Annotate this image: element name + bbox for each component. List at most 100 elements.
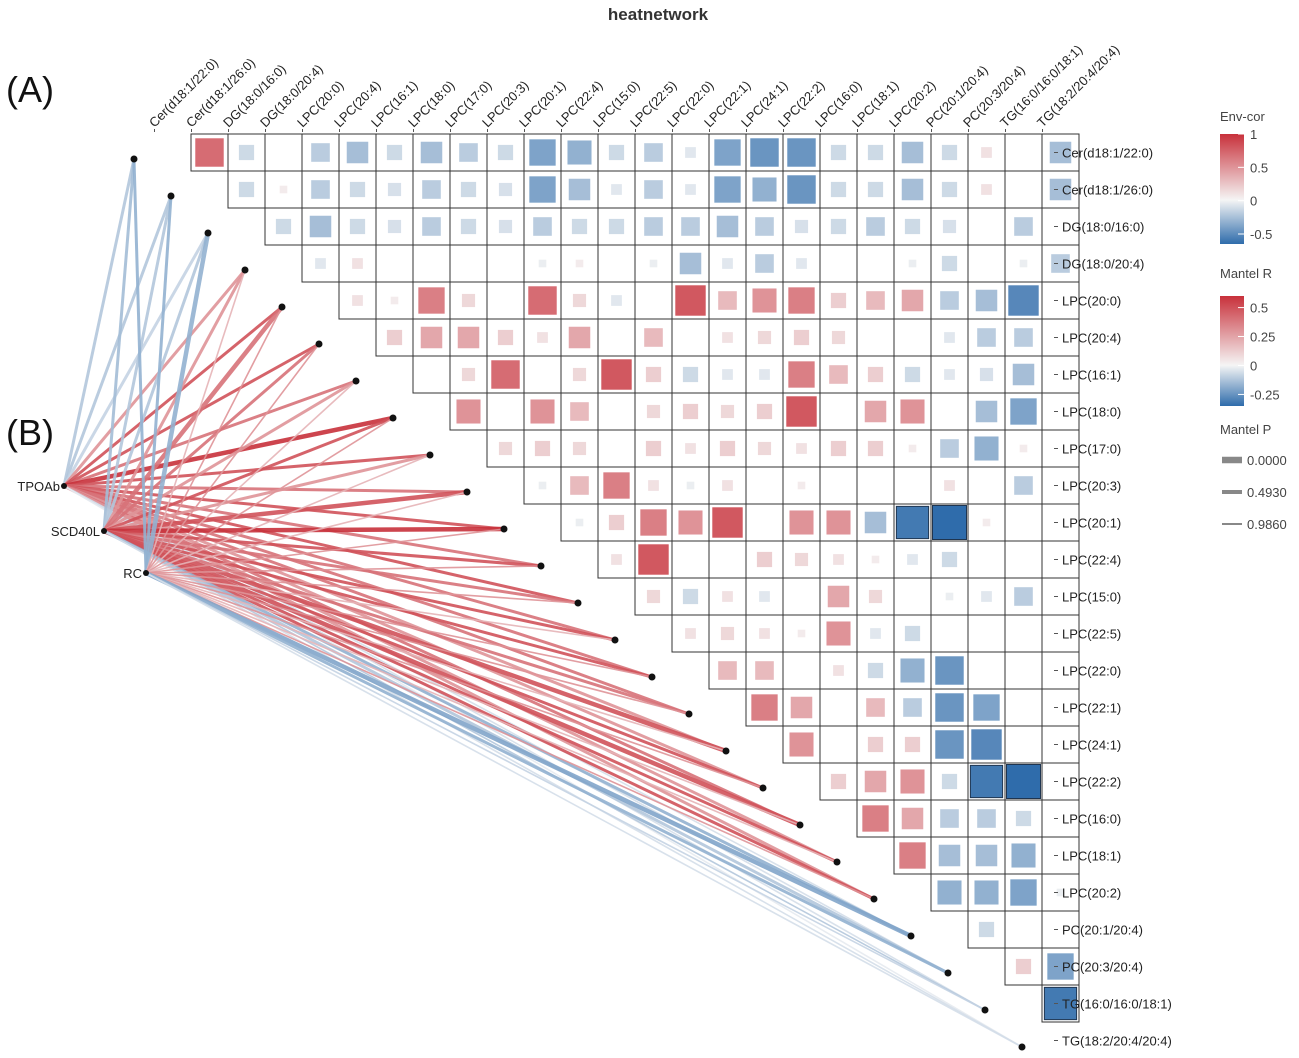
correlation-cell: [1056, 888, 1065, 897]
legend-tick-label: 0: [1250, 194, 1257, 209]
mantel-edge: [145, 565, 542, 574]
correlation-cell: [935, 693, 964, 722]
correlation-cells: [195, 138, 1078, 1021]
mantel-edge: [103, 529, 690, 716]
correlation-cell: [644, 143, 663, 162]
grid-cell: [819, 466, 858, 505]
correlation-cell: [528, 286, 557, 315]
correlation-cell: [675, 285, 706, 316]
grid-cell: [671, 540, 710, 579]
correlation-cell: [497, 329, 514, 346]
correlation-cell: [1049, 141, 1072, 164]
correlation-cell: [901, 178, 924, 201]
mantel-node-label: RC: [123, 566, 142, 581]
edge-endpoint: [685, 710, 693, 718]
mantel-edge: [63, 342, 320, 488]
correlation-cell: [685, 184, 696, 195]
edge-endpoint: [426, 451, 434, 459]
correlation-cell: [904, 218, 921, 235]
correlation-cell: [537, 332, 548, 343]
correlation-cell: [830, 292, 847, 309]
correlation-cell: [601, 359, 632, 390]
correlation-cell: [830, 773, 847, 790]
correlation-cell: [755, 661, 774, 680]
legend-width-label: 0.4930: [1247, 485, 1287, 500]
correlation-cell: [900, 658, 925, 683]
correlation-cell: [867, 736, 884, 753]
grid-cell: [893, 466, 932, 505]
correlation-cell: [538, 481, 547, 490]
correlation-cell: [756, 403, 773, 420]
row-label: LPC(15:0): [1062, 590, 1121, 605]
correlation-cell: [720, 404, 735, 419]
row-label: LPC(16:0): [1062, 812, 1121, 827]
grid-cell: [597, 318, 636, 357]
correlation-cell: [1015, 810, 1032, 827]
correlation-cell: [830, 144, 847, 161]
row-label: LPC(16:1): [1062, 368, 1121, 383]
legend-title-mantel-p: Mantel P: [1220, 422, 1271, 437]
correlation-cell: [750, 138, 779, 167]
correlation-cell: [572, 367, 587, 382]
correlation-cell: [719, 440, 736, 457]
correlation-cell: [756, 551, 773, 568]
mantel-node: [61, 483, 67, 489]
correlation-cell: [498, 219, 513, 234]
mantel-edge: [63, 485, 912, 937]
correlation-cell: [940, 809, 959, 828]
mantel-edge: [103, 529, 875, 901]
legend-width-label: 0.0000: [1247, 453, 1287, 468]
correlation-cell: [714, 176, 741, 203]
edge-endpoint: [1018, 1043, 1026, 1051]
correlation-cell: [1011, 843, 1036, 868]
mantel-edge: [145, 572, 1023, 1048]
grid-cell: [1004, 614, 1043, 653]
correlation-cell: [309, 215, 332, 238]
mantel-edge: [145, 269, 246, 574]
edge-endpoint: [574, 599, 582, 607]
correlation-cell: [755, 217, 774, 236]
correlation-cell: [867, 366, 884, 383]
correlation-cell: [311, 143, 330, 162]
correlation-cell: [491, 360, 520, 389]
correlation-cell: [940, 291, 959, 310]
correlation-cell: [759, 591, 770, 602]
correlation-cell: [757, 441, 772, 456]
correlation-cell: [530, 399, 555, 424]
correlation-cell: [722, 258, 733, 269]
grid-cell: [523, 355, 562, 394]
correlation-cell: [866, 698, 885, 717]
correlation-cell: [796, 258, 807, 269]
correlation-cell: [941, 181, 958, 198]
row-label: LPC(22:2): [1062, 775, 1121, 790]
correlation-cell: [712, 507, 743, 538]
grid-cell: [930, 392, 969, 431]
correlation-cell: [1047, 953, 1074, 980]
correlation-cell: [352, 295, 363, 306]
row-label: PC(20:3/20:4): [1062, 960, 1143, 975]
grid-cell: [264, 133, 303, 172]
correlation-cell: [571, 218, 588, 235]
mantel-edge: [144, 195, 173, 574]
grid-cell: [856, 318, 895, 357]
mantel-edge: [63, 305, 283, 488]
grid-cell: [819, 244, 858, 283]
correlation-cell: [645, 366, 662, 383]
correlation-cell: [1043, 986, 1078, 1021]
correlation-cell: [867, 181, 884, 198]
correlation-cell: [611, 295, 622, 306]
correlation-cell: [646, 404, 661, 419]
edge-endpoint: [759, 784, 767, 792]
correlation-cell: [461, 367, 476, 382]
row-label: LPC(22:4): [1062, 553, 1121, 568]
correlation-cell: [827, 585, 850, 608]
grid-cell: [597, 429, 636, 468]
correlation-cell: [938, 844, 961, 867]
grid-cell: [819, 725, 858, 764]
correlation-cell: [900, 399, 925, 424]
correlation-cell: [866, 217, 885, 236]
correlation-cell: [899, 842, 926, 869]
grid-cell: [782, 577, 821, 616]
grid-cell: [1041, 984, 1080, 1023]
